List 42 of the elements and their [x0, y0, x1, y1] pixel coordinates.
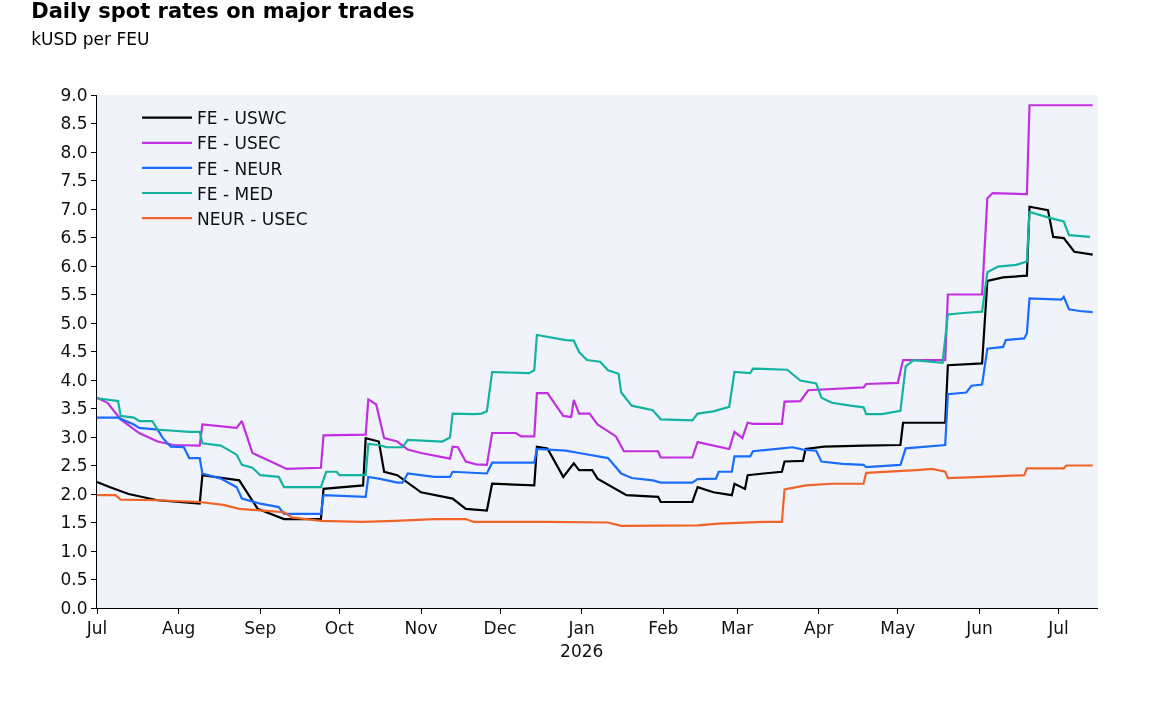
legend-label: FE - NEUR [197, 158, 283, 179]
legend-label: FE - USEC [197, 133, 281, 154]
x-tick-label: Apr [804, 618, 834, 639]
y-tick-label: 5.5 [60, 284, 88, 305]
x-tick-label: Jul [85, 618, 108, 639]
x-tick-label: Jan 2026 [560, 618, 604, 661]
x-tick-label: Oct [324, 618, 355, 639]
legend-label: NEUR - USEC [197, 208, 308, 229]
y-tick-label: 1.0 [60, 540, 88, 561]
y-tick-label: 6.0 [60, 255, 88, 276]
y-tick-label: 9.0 [60, 84, 88, 105]
y-tick-label: 2.0 [60, 483, 88, 504]
y-tick-label: 3.5 [60, 398, 88, 419]
line-series [97, 295, 1094, 516]
chart-subtitle: kUSD per FEU [31, 29, 150, 50]
y-tick-label: 7.0 [60, 198, 88, 219]
legend-label: FE - MED [197, 183, 274, 204]
x-tick-label: Aug [162, 618, 196, 639]
legend-label: FE - USWC [197, 108, 287, 129]
x-tick-label: Jun [965, 618, 993, 639]
x-tick-label: Nov [404, 618, 438, 639]
y-tick-label: 6.5 [60, 227, 88, 248]
y-tick-label: 8.0 [60, 141, 88, 162]
y-tick-label: 5.0 [60, 312, 88, 333]
y-tick-label: 0.5 [60, 569, 88, 590]
y-tick-label: 4.0 [60, 369, 88, 390]
x-tick-label: Feb [648, 618, 679, 639]
x-tick-label: Jul [1047, 618, 1069, 639]
y-tick-label: 4.5 [60, 341, 88, 362]
y-tick-label: 2.5 [60, 455, 88, 476]
x-tick-label: May [880, 618, 916, 639]
line-series [97, 464, 1094, 528]
x-tick-label: Mar [721, 618, 754, 639]
line-series [97, 104, 1094, 471]
y-tick-label: 0.0 [60, 597, 88, 618]
y-tick-label: 7.5 [60, 170, 88, 191]
x-tick-label: Sep [244, 618, 277, 639]
x-tick-label: Dec [483, 618, 517, 639]
y-tick-label: 3.0 [60, 426, 88, 447]
y-tick-label: 8.5 [60, 113, 88, 134]
chart-title: Daily spot rates on major trades [31, 0, 415, 23]
y-tick-label: 1.5 [60, 512, 88, 533]
